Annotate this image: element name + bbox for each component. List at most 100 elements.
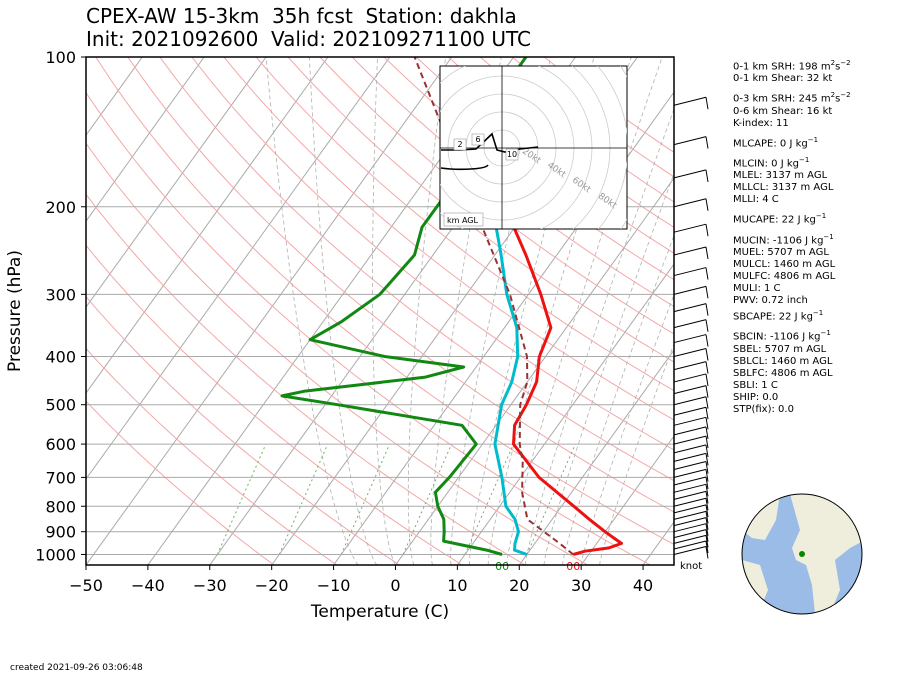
wind-barb-staff <box>673 373 707 383</box>
index-text: SBLI: 1 C <box>733 379 778 391</box>
hodograph-height-label: 10 <box>507 150 517 159</box>
wind-barb-flag <box>705 523 709 536</box>
wind-barb-staff <box>673 303 707 313</box>
isotherm <box>86 57 391 480</box>
wind-barb-flag <box>705 286 709 299</box>
mixing-ratio-line <box>278 443 329 555</box>
dry-adiabat <box>351 57 674 308</box>
y-axis-label: Pressure (hPa) <box>5 250 25 372</box>
hodograph-height-box <box>471 133 485 146</box>
index-text: PWV: 0.72 inch <box>733 294 808 306</box>
index-line: STP(fix): 0.0 <box>733 404 851 416</box>
isotherm <box>86 57 205 222</box>
wind-barb-staff <box>673 334 707 344</box>
wind-barb-flag <box>705 385 709 398</box>
index-line: SBLI: 1 C <box>733 380 851 392</box>
wind-barb-staff <box>673 540 707 550</box>
wind-barb-flag <box>705 348 709 361</box>
wind-barb-flag <box>705 407 709 420</box>
index-exponent: 2 <box>830 91 836 100</box>
x-tick-label: 40 <box>633 576 653 595</box>
wind-barb-staff <box>673 510 707 520</box>
globe-outline <box>741 493 863 615</box>
wind-barb-flag <box>705 198 709 211</box>
dry-adiabat <box>86 244 463 565</box>
index-text: STP(fix): 0.0 <box>733 403 794 415</box>
isotherm <box>333 91 674 565</box>
wind-barb-flag <box>705 246 709 260</box>
figure-title-line2: Init: 2021092600 Valid: 202109271100 UTC <box>86 27 532 51</box>
moist-adiabat <box>562 234 674 565</box>
y-tick-label: 900 <box>45 523 76 542</box>
wind-barb-staff <box>673 396 707 406</box>
wind-barb-staff <box>673 523 707 533</box>
x-tick-label: −10 <box>317 576 351 595</box>
wind-barb-flag <box>705 373 709 387</box>
y-tick-label: 600 <box>45 435 76 454</box>
isotherm <box>518 349 674 565</box>
plot-frame <box>85 56 675 566</box>
moist-adiabat <box>525 107 674 565</box>
hodograph-height-label: 2 <box>457 140 462 149</box>
wind-barb-staff <box>673 385 707 395</box>
index-text: 0-6 km Shear: 16 kt <box>733 105 833 117</box>
mixing-ratio-line <box>216 443 267 555</box>
moist-adiabat <box>469 57 595 565</box>
wind-barb-staff <box>673 529 707 539</box>
index-unit: s <box>835 93 841 105</box>
index-text: MLLCL: 3137 m AGL <box>733 182 834 194</box>
wind-barb-flag <box>705 540 709 554</box>
wind-barb-flag <box>705 436 709 449</box>
index-line: SBCIN: -1106 J kg−1 <box>733 327 851 343</box>
y-tick-label: 300 <box>45 285 76 304</box>
wind-barb-flag <box>705 169 709 182</box>
dry-adiabat <box>86 91 651 565</box>
index-line: MULCL: 1460 m AGL <box>733 259 851 271</box>
y-tick-label: 1000 <box>35 545 76 564</box>
dry-adiabat <box>86 193 526 565</box>
wind-barb-flag <box>705 535 709 548</box>
x-tick-label: −20 <box>255 576 289 595</box>
x-tick-label: 0 <box>390 576 400 595</box>
moist-adiabat <box>580 293 674 565</box>
dry-adiabat <box>383 57 674 281</box>
index-text: MULCL: 1460 m AGL <box>733 258 836 270</box>
x-tick-label: 10 <box>447 576 467 595</box>
hodograph-height-box <box>453 138 467 151</box>
wind-barb-flag <box>705 361 709 374</box>
wind-barb-staff <box>673 416 707 426</box>
index-line: 0-1 km SRH: 198 m2s−2 <box>733 57 851 73</box>
wind-barb-flag <box>705 334 709 347</box>
wind-barb-flag <box>705 267 709 280</box>
series-line-3 <box>413 57 574 556</box>
index-exponent: −2 <box>840 91 851 100</box>
wind-barb-staff <box>673 534 707 544</box>
mixing-ratio-line <box>464 443 514 555</box>
index-exponent: 2 <box>830 59 836 67</box>
station-marker <box>799 551 805 557</box>
index-text: MLLI: 4 C <box>733 194 779 206</box>
wind-barb-staff <box>673 476 707 486</box>
index-exponent: −1 <box>823 232 834 241</box>
index-unit: s <box>835 61 841 73</box>
wind-barb-staff <box>673 490 707 500</box>
hodograph-height-box <box>505 148 519 161</box>
moist-adiabat <box>407 57 446 565</box>
index-text: SBLCL: 1460 m AGL <box>733 355 833 367</box>
wind-barb-flag <box>705 224 709 237</box>
index-text: MULI: 1 C <box>733 282 781 294</box>
index-line: MUEL: 5707 m AGL <box>733 247 851 259</box>
wind-barb-flag <box>705 546 709 559</box>
moist-adiabat <box>372 57 396 565</box>
moist-adiabat <box>543 172 674 565</box>
x-tick-label: 20 <box>509 576 529 595</box>
mixing-ratio-line <box>340 443 391 555</box>
created-timestamp: created 2021-09-26 03:06:48 <box>10 663 143 673</box>
surface-label-0: 00 <box>566 560 580 573</box>
wind-barb-flag <box>705 461 709 474</box>
series-line-1 <box>491 95 528 556</box>
wind-barb-staff <box>673 406 707 416</box>
mixing-ratio-line <box>526 443 576 555</box>
